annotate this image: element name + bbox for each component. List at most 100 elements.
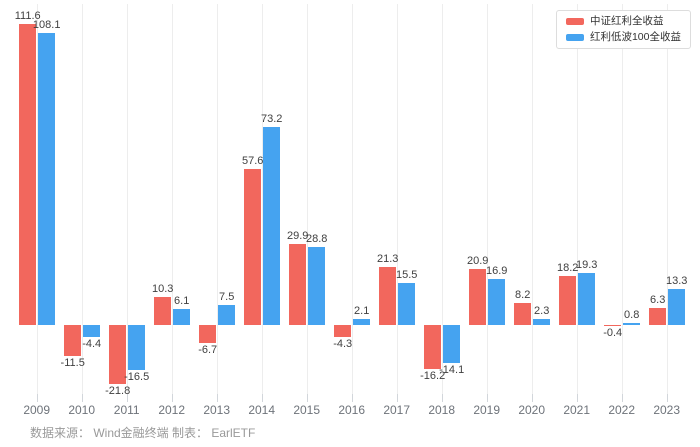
bar-value-label-2020-series-1: 2.3	[534, 304, 550, 317]
axis-tick-2021	[576, 394, 578, 402]
x-axis-label-2015: 2015	[293, 403, 321, 417]
legend: 中证红利全收益 红利低波100全收益	[555, 10, 691, 49]
bar-value-label-2021-series-0: 18.2	[556, 261, 579, 274]
bar-value-label-2015-series-1: 28.8	[305, 233, 328, 246]
legend-item-series-0[interactable]: 中证红利全收益	[565, 15, 681, 28]
x-axis-label-2023: 2023	[653, 403, 681, 417]
bar-value-label-2012-series-0: 10.3	[151, 283, 174, 296]
bar-value-label-2011-series-0: -21.8	[105, 384, 131, 397]
axis-tick-2016	[351, 394, 353, 402]
x-axis-label-2009: 2009	[23, 403, 51, 417]
x-axis-label-2014: 2014	[248, 403, 276, 417]
bar-2022-series-1	[623, 322, 641, 325]
axis-tick-2019	[486, 394, 488, 402]
source-note: 数据来源： Wind金融终端 制表： EarlETF	[30, 426, 256, 440]
axis-tick-2020	[531, 394, 533, 402]
axis-tick-2023	[666, 394, 668, 402]
x-axis-label-2022: 2022	[608, 403, 636, 417]
legend-label-series-1: 红利低波100全收益	[589, 31, 681, 43]
bar-value-label-2015-series-0: 29.9	[286, 230, 309, 243]
gridline-2022	[621, 4, 623, 394]
bar-2013-series-1	[218, 304, 236, 325]
legend-label-series-0: 中证红利全收益	[589, 15, 664, 27]
gridline-2021	[576, 4, 578, 394]
bar-value-label-2023-series-0: 6.3	[650, 293, 666, 306]
bar-2013-series-0	[199, 325, 217, 344]
bar-value-label-2023-series-1: 13.3	[665, 275, 688, 288]
gridline-2017	[396, 4, 398, 394]
bar-value-label-2017-series-0: 21.3	[376, 253, 399, 266]
gridline-2018	[441, 4, 443, 394]
bar-value-label-2013-series-0: -6.7	[198, 344, 218, 357]
axis-tick-2012	[171, 394, 173, 402]
bar-2019-series-0	[469, 268, 487, 325]
bar-2009-series-1	[38, 33, 56, 325]
bar-value-label-2009-series-1: 108.1	[32, 19, 61, 32]
gridline-2019	[486, 4, 488, 394]
gridline-2010	[81, 4, 83, 394]
x-axis-label-2019: 2019	[473, 403, 501, 417]
x-axis-label-2012: 2012	[158, 403, 186, 417]
bar-value-label-2014-series-0: 57.6	[241, 155, 264, 168]
gridline-2012	[171, 4, 173, 394]
gridline-2020	[531, 4, 533, 394]
bar-2014-series-1	[263, 127, 281, 325]
axis-tick-2013	[216, 394, 218, 402]
x-axis-label-2011: 2011	[113, 403, 140, 417]
bar-value-label-2019-series-1: 16.9	[485, 265, 508, 278]
bar-value-label-2011-series-1: -16.5	[124, 370, 150, 383]
axis-tick-2010	[81, 394, 83, 402]
gridline-2023	[666, 4, 668, 394]
x-axis-label-2017: 2017	[383, 403, 411, 417]
x-axis-label-2013: 2013	[203, 403, 231, 417]
legend-item-series-1[interactable]: 红利低波100全收益	[565, 31, 681, 44]
bar-value-label-2019-series-0: 20.9	[466, 254, 489, 267]
bar-2010-series-0	[64, 325, 82, 357]
bar-value-label-2020-series-0: 8.2	[515, 288, 531, 301]
bar-value-label-2022-series-1: 0.8	[624, 308, 640, 321]
bar-2016-series-1	[353, 319, 371, 325]
bar-2017-series-0	[379, 267, 397, 325]
x-axis-label-2016: 2016	[338, 403, 366, 417]
bar-value-label-2022-series-0: -0.4	[603, 327, 623, 340]
x-axis-label-2021: 2021	[563, 403, 591, 417]
bar-2021-series-1	[578, 272, 596, 325]
axis-tick-2017	[396, 394, 398, 402]
bar-value-label-2021-series-1: 19.3	[575, 258, 598, 271]
bar-2011-series-1	[128, 325, 146, 370]
x-axis-label-2018: 2018	[428, 403, 456, 417]
bar-2016-series-0	[334, 325, 352, 337]
bar-2020-series-1	[533, 318, 551, 325]
bar-2019-series-1	[488, 279, 506, 325]
bar-value-label-2010-series-0: -11.5	[60, 357, 85, 370]
bar-value-label-2010-series-1: -4.4	[82, 337, 102, 350]
bar-2012-series-0	[154, 297, 172, 325]
bar-value-label-2016-series-1: 2.1	[354, 305, 370, 318]
legend-swatch-blue	[565, 34, 584, 41]
x-axis-label-2020: 2020	[518, 403, 546, 417]
axis-tick-2018	[441, 394, 443, 402]
bar-value-label-2017-series-1: 15.5	[395, 269, 418, 282]
axis-tick-2015	[306, 394, 308, 402]
gridline-2013	[216, 4, 218, 394]
bar-value-label-2018-series-1: -14.1	[439, 364, 465, 377]
legend-swatch-red	[565, 18, 584, 25]
bar-value-label-2018-series-0: -16.2	[420, 369, 446, 382]
axis-tick-2014	[261, 394, 263, 402]
bar-value-label-2014-series-1: 73.2	[260, 113, 283, 126]
bar-2018-series-0	[424, 325, 442, 369]
bar-2023-series-1	[668, 289, 686, 325]
gridline-2009	[36, 4, 38, 394]
bar-2015-series-1	[308, 247, 326, 325]
bar-2022-series-0	[604, 325, 622, 327]
bar-value-label-2009-series-0: 111.6	[14, 9, 41, 22]
gridline-2014	[261, 4, 263, 394]
gridline-2016	[351, 4, 353, 394]
bar-2015-series-0	[289, 244, 307, 325]
axis-tick-2009	[36, 394, 38, 402]
gridline-2011	[126, 4, 128, 394]
bar-2009-series-0	[19, 23, 37, 325]
axis-tick-2022	[621, 394, 623, 402]
bar-2020-series-0	[514, 302, 532, 325]
